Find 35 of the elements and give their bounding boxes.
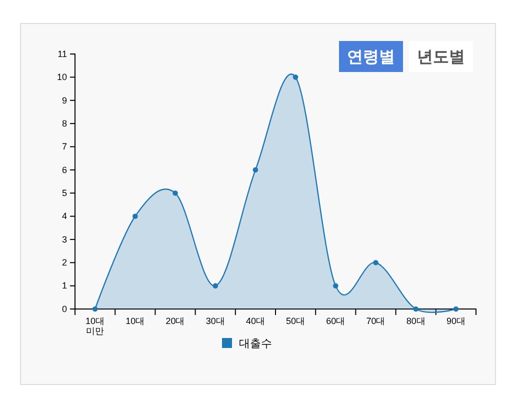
point — [172, 190, 178, 196]
x-tick-label: 10대 미만 — [86, 316, 105, 336]
point — [292, 74, 298, 80]
point — [92, 306, 98, 312]
point — [333, 283, 338, 288]
point — [373, 260, 378, 266]
y-tick-label: 2 — [62, 258, 67, 268]
y-tick-label: 11 — [58, 48, 67, 59]
point — [453, 306, 459, 312]
y-tick-label: 7 — [62, 142, 67, 152]
y-tick-label: 9 — [62, 95, 67, 106]
x-tick-label: 20대 — [166, 316, 185, 326]
y-tick-label: 8 — [62, 118, 67, 128]
x-tick-label: 80대 — [406, 316, 426, 326]
y-tick-label: 6 — [62, 164, 67, 175]
y-tick-label: 0 — [62, 304, 67, 314]
point — [132, 214, 138, 219]
y-tick-label: 4 — [62, 211, 67, 222]
y-tick-label: 5 — [62, 188, 67, 198]
x-tick-label: 30대 — [206, 316, 225, 326]
y-tick-label: 1 — [62, 280, 67, 291]
y-tick-label: 3 — [62, 234, 67, 244]
x-tick-label: 70대 — [366, 316, 386, 326]
legend-label: 대출수 — [239, 337, 272, 350]
point — [212, 283, 218, 288]
point — [413, 306, 418, 312]
x-tick-label: 10대 — [126, 316, 145, 326]
y-tick-label: 10 — [56, 72, 67, 82]
tab-button: 년도별 — [409, 41, 473, 72]
x-tick-label: 60대 — [326, 316, 346, 326]
tab-button-active: 연령별 — [339, 41, 403, 72]
point — [252, 167, 258, 173]
x-tick-label: 40대 — [246, 316, 265, 326]
x-tick-label: 90대 — [446, 316, 466, 326]
x-tick-label: 50대 — [286, 316, 306, 326]
